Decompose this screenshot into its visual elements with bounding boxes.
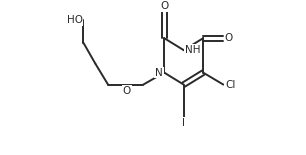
Text: NH: NH xyxy=(185,45,201,55)
Text: HO: HO xyxy=(67,15,83,25)
Text: I: I xyxy=(182,118,185,128)
Text: N: N xyxy=(155,68,163,78)
Text: Cl: Cl xyxy=(225,80,235,90)
Text: O: O xyxy=(160,1,168,11)
Text: O: O xyxy=(225,33,233,43)
Text: O: O xyxy=(123,86,131,96)
